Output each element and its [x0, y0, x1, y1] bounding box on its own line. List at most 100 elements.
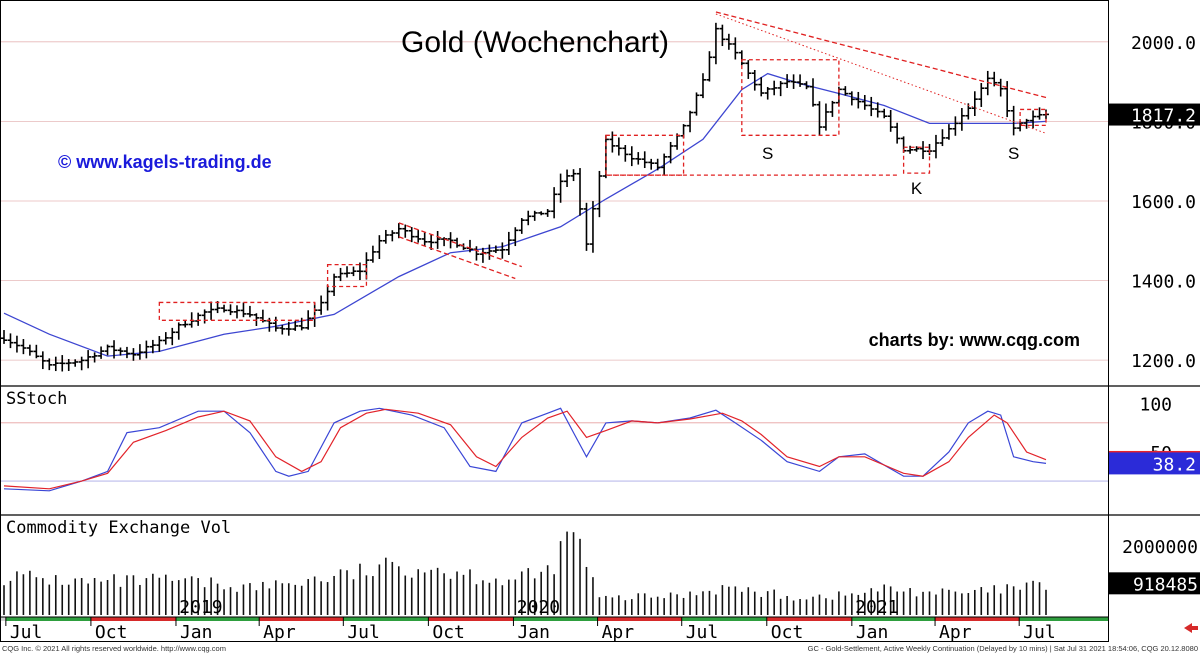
time-axis-segment [851, 617, 936, 621]
price-bar [706, 51, 713, 82]
price-bar [7, 333, 14, 349]
price-bar [492, 245, 499, 254]
trendline [715, 11, 1047, 99]
price-bar [512, 227, 519, 247]
price-bar [635, 152, 642, 165]
footer: CQG Inc. © 2021 All rights reserved worl… [0, 642, 1200, 655]
price-bar [589, 201, 596, 253]
pattern-label: K [911, 179, 923, 198]
year-label: 2021 [855, 597, 898, 618]
price-bar [894, 122, 901, 144]
price-bar [531, 210, 538, 221]
price-bar [369, 245, 376, 263]
consolidation-box [326, 263, 368, 288]
price-bar [85, 350, 92, 369]
price-bar [1, 330, 7, 344]
price-bar [162, 332, 169, 345]
price-bar [855, 91, 862, 109]
price-bar [777, 81, 784, 97]
month-label: Jan [856, 622, 889, 643]
price-bar [318, 295, 325, 315]
price-bar [499, 242, 506, 259]
price-bar [932, 134, 939, 159]
price-bar [195, 312, 202, 326]
price-bar [91, 352, 98, 363]
price-bar [997, 78, 1004, 97]
trendline [398, 236, 516, 280]
volume-panel: Commodity Exchange Vol 2000000 918485 201… [3, 518, 1200, 618]
price-bar [687, 110, 694, 133]
price-tick-label: 1400.0 [1131, 272, 1196, 293]
time-axis-segment [1019, 617, 1108, 621]
price-bar [285, 321, 292, 336]
price-bar [732, 37, 739, 60]
price-tick-label: 2000.0 [1131, 33, 1196, 54]
price-bar [758, 77, 765, 97]
price-bar [557, 173, 564, 203]
price-bar [816, 101, 823, 136]
month-label: Jan [180, 622, 213, 643]
price-bar [272, 316, 279, 332]
price-bar [395, 223, 402, 239]
price-bar [615, 137, 622, 156]
price-bar [324, 284, 331, 311]
price-bar [712, 22, 719, 65]
price-bar [486, 244, 493, 260]
price-bar [738, 50, 745, 66]
price-bar [564, 169, 571, 188]
price-bar [790, 74, 797, 89]
price-bar [797, 74, 804, 87]
last-price-label: 1817.2 [1131, 106, 1196, 127]
price-bar [13, 335, 20, 353]
volume-label: Commodity Exchange Vol [6, 518, 231, 538]
price-bar [356, 262, 363, 281]
price-bar [991, 71, 998, 87]
price-bar [945, 124, 952, 140]
price-bar [143, 340, 150, 359]
price-bar [654, 158, 661, 171]
scroll-arrow-icon[interactable] [1184, 623, 1198, 633]
volume-last-box [1109, 572, 1200, 595]
price-bar [292, 320, 299, 331]
price-bar [39, 351, 46, 370]
price-bar [408, 227, 415, 243]
price-bar [525, 210, 532, 226]
volume-last-label: 918485 [1133, 574, 1198, 595]
price-bar [104, 344, 111, 356]
price-bar [331, 273, 338, 296]
consolidation-box [741, 59, 840, 136]
price-bar [208, 301, 215, 320]
price-bar [628, 146, 635, 167]
price-bar [577, 168, 584, 216]
price-bar [538, 211, 545, 216]
price-bar [447, 232, 454, 249]
price-bar [829, 100, 836, 117]
price-bar [201, 309, 208, 324]
year-label: 2020 [517, 597, 560, 618]
price-bar [907, 145, 914, 154]
price-bar [803, 81, 810, 90]
price-bar [233, 305, 240, 319]
price-bar [913, 146, 920, 152]
price-bar [428, 234, 435, 250]
price-bar [965, 103, 972, 120]
month-label: Jul [686, 622, 719, 643]
price-bar [771, 80, 778, 96]
price-bar [648, 158, 655, 170]
price-bar [745, 60, 752, 79]
pattern-label: S [1008, 144, 1019, 163]
footer-copyright: CQG Inc. © 2021 All rights reserved worl… [2, 644, 226, 653]
month-label: Jul [10, 622, 43, 643]
price-bar [1030, 110, 1037, 129]
price-bar [415, 229, 422, 243]
price-bar [246, 305, 253, 318]
price-bar [622, 144, 629, 162]
month-label: Jul [347, 622, 380, 643]
month-label: Oct [771, 622, 804, 643]
price-bar [382, 229, 389, 244]
moving-average-line [3, 72, 1047, 357]
price-bar [123, 346, 130, 359]
price-bar [978, 83, 985, 107]
consolidation-box [902, 146, 931, 174]
price-bar [46, 358, 53, 371]
